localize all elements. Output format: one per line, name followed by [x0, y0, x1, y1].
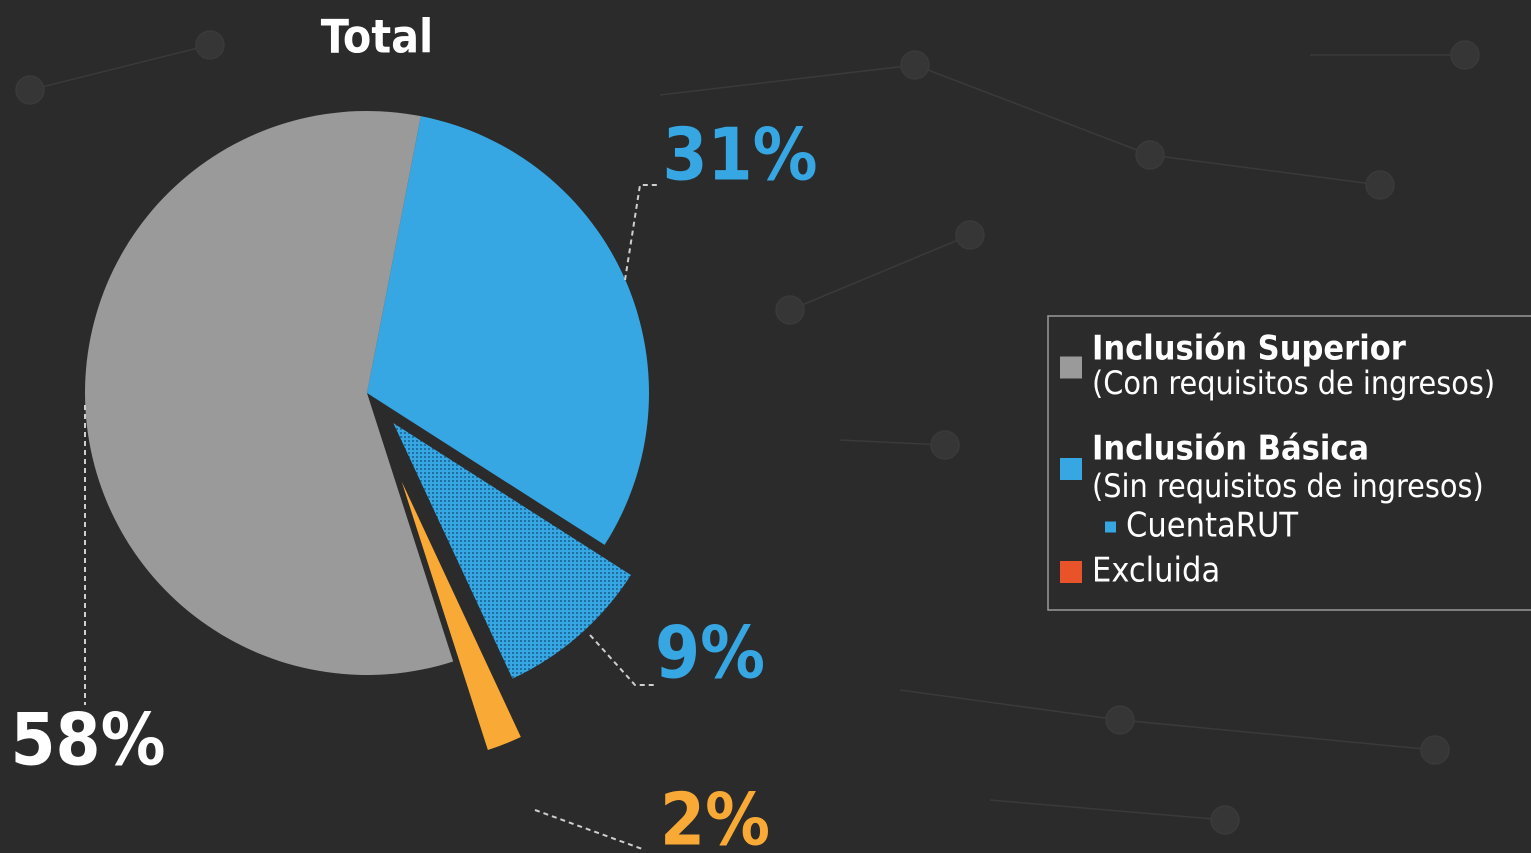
- legend-label: CuentaRUT: [1126, 506, 1298, 546]
- legend-label: Excluida: [1092, 551, 1220, 591]
- legend-marker: [1060, 561, 1082, 583]
- value-label: 9%: [655, 611, 765, 695]
- pie-slice: [401, 481, 521, 750]
- legend-label: Inclusión Superior: [1092, 329, 1407, 369]
- legend-marker: [1105, 521, 1116, 533]
- pie-slice: [367, 116, 650, 545]
- legend-box: [1047, 315, 1531, 611]
- legend-label: Inclusión Básica: [1092, 429, 1369, 469]
- legend-marker: [1060, 356, 1082, 379]
- legend-note: (Sin requisitos de ingresos): [1092, 467, 1484, 505]
- value-label: 2%: [660, 778, 770, 853]
- value-label: 58%: [10, 698, 165, 782]
- pie-slice: [84, 111, 454, 676]
- leader-line: [534, 809, 646, 851]
- pie-slice: [393, 423, 631, 679]
- legend-marker: [1060, 458, 1082, 480]
- legend-note: (Con requisitos de ingresos): [1092, 364, 1495, 402]
- leader-line: [589, 634, 655, 686]
- network-decoration: [15, 30, 1480, 835]
- value-label: 31%: [662, 113, 817, 197]
- leader-line: [624, 184, 660, 281]
- chart-title: Total: [321, 10, 433, 64]
